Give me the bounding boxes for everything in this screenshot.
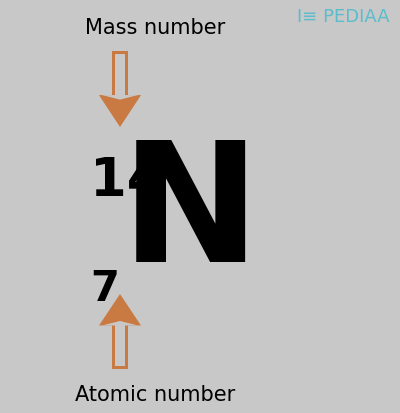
Text: N: N (120, 133, 260, 296)
Polygon shape (102, 321, 138, 366)
Text: Atomic number: Atomic number (75, 384, 235, 404)
Text: Mass number: Mass number (85, 18, 225, 38)
Polygon shape (102, 55, 138, 100)
Text: I≡ PEDIAA: I≡ PEDIAA (297, 8, 390, 26)
Text: 7: 7 (90, 267, 119, 309)
Polygon shape (99, 52, 141, 128)
Text: 14: 14 (90, 154, 163, 206)
Polygon shape (99, 294, 141, 369)
